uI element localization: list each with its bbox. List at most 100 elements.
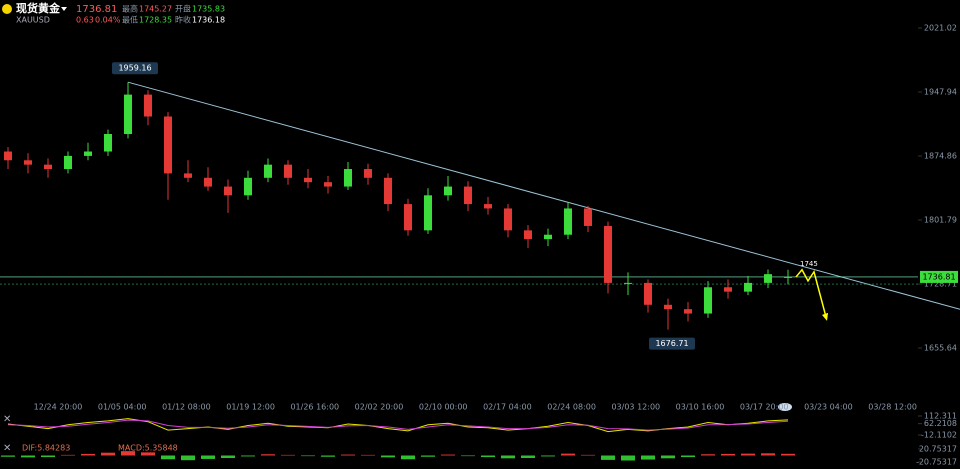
candle-body (244, 177, 252, 196)
macd-bar (61, 454, 75, 456)
price-label-bg (649, 337, 695, 350)
candle-body (284, 164, 292, 178)
close-icon[interactable]: ✕ (3, 443, 11, 454)
candle-body (684, 309, 692, 314)
indicator-line (7, 419, 789, 431)
candle-body (364, 169, 372, 178)
candle-body (524, 230, 532, 240)
close-icon[interactable]: ✕ (3, 414, 11, 425)
dropdown-arrow[interactable] (61, 7, 67, 11)
macd-bar (1, 455, 15, 457)
macd-bar (701, 454, 715, 456)
candle-body (264, 164, 272, 178)
macd-bar (101, 452, 115, 456)
macd-bar (121, 451, 135, 456)
time-label: 02/02 20:00 (355, 403, 404, 412)
macd-bar (321, 455, 335, 457)
time-label: 12/24 20:00 (34, 403, 83, 412)
candle-body (204, 177, 212, 187)
y-tick-label: -12.1102 (921, 431, 957, 440)
change: 0.63 (76, 16, 94, 25)
time-label: 02/17 04:00 (483, 403, 532, 412)
time-label: 03/28 12:00 (868, 403, 917, 412)
macd-bar (221, 455, 235, 459)
candle-body (304, 177, 312, 183)
candle-body (604, 225, 612, 283)
symbol-icon (2, 4, 12, 14)
symbol-code: XAUUSD (16, 16, 50, 25)
y-tick-label: 1801.79 (924, 216, 957, 225)
indicator-legend: DIF:5.84283 (22, 444, 70, 453)
last-price: 1736.81 (76, 4, 117, 15)
macd-bar (761, 453, 775, 456)
macd-bar (641, 455, 655, 460)
stat-value: 1735.83 (192, 5, 225, 14)
y-tick-label: 2021.02 (924, 24, 957, 33)
time-label: 03/17 20:00 (740, 403, 789, 412)
candle-body (744, 282, 752, 292)
macd-bar (201, 455, 215, 459)
time-label: 02/10 00:00 (419, 403, 468, 412)
stat-label: 最低 (122, 15, 138, 25)
candle-body (104, 134, 112, 152)
time-label: 01/12 08:00 (162, 403, 211, 412)
candle-body (544, 234, 552, 240)
macd-bar (401, 455, 415, 460)
macd-bar (681, 455, 695, 458)
macd-bar (721, 453, 735, 456)
macd-bar (81, 453, 95, 456)
macd-bar (161, 455, 175, 460)
y-tick-label: 112.311 (924, 412, 957, 421)
price-label-bg (112, 62, 158, 75)
candle-body (344, 169, 352, 187)
macd-bar (361, 454, 375, 456)
current-price-box (920, 270, 958, 283)
current-price-label: 1736.81 (922, 272, 955, 281)
candle-body (164, 116, 172, 174)
candle-body (24, 160, 32, 165)
candle-body (384, 177, 392, 205)
candle-body (584, 208, 592, 226)
candle-body (184, 173, 192, 178)
macd-bar (561, 453, 575, 456)
macd-bar (501, 455, 515, 459)
high-label: 1959.16 (118, 64, 151, 73)
candle-body (664, 304, 672, 310)
time-label: 01/19 12:00 (226, 403, 275, 412)
candle-body (84, 151, 92, 156)
time-label: 01/26 16:00 (290, 403, 339, 412)
candle-body (704, 287, 712, 314)
y-tick-label: 1947.94 (924, 88, 957, 97)
macd-bar (741, 453, 755, 456)
candle-body (64, 155, 72, 170)
target-label: 1745 (800, 260, 818, 268)
macd-bar (421, 455, 435, 457)
y-tick-label: -20.75317 (916, 458, 957, 467)
macd-bar (141, 452, 155, 456)
candle-body (484, 204, 492, 209)
candle-body (724, 287, 732, 292)
scroll-handle[interactable] (778, 403, 792, 411)
time-label: 02/24 08:00 (547, 403, 596, 412)
macd-bar (341, 454, 355, 456)
macd-bar (581, 454, 595, 456)
indicator-legend: MACD:5.35848 (118, 444, 178, 453)
time-label: 03/10 16:00 (676, 403, 725, 412)
projection-arrow (795, 268, 827, 318)
symbol-name[interactable]: 现货黄金 (16, 1, 61, 15)
candle-body (4, 151, 12, 161)
macd-bar (181, 455, 195, 461)
macd-bar (621, 455, 635, 461)
y-tick-label: 20.75317 (919, 445, 957, 454)
stat-value: 1736.18 (192, 16, 225, 25)
macd-bar (541, 455, 555, 457)
candle-body (424, 195, 432, 231)
stat-label: 最高 (122, 4, 138, 14)
macd-bar (481, 455, 495, 458)
projection-head (822, 312, 828, 321)
macd-bar (381, 455, 395, 458)
time-label: 03/03 12:00 (611, 403, 660, 412)
y-tick-label: 62.2108 (924, 419, 957, 428)
macd-bar (661, 455, 675, 459)
candle-body (124, 94, 132, 135)
